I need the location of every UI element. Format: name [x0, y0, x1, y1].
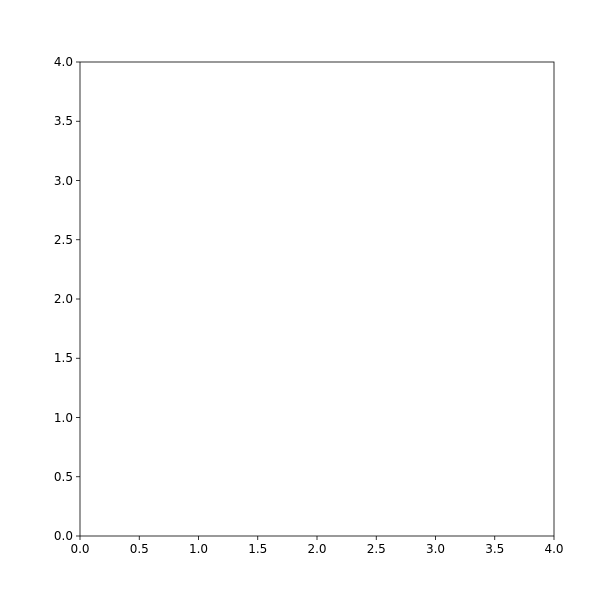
x-tick-label: 1.5 — [248, 542, 267, 556]
y-tick-label: 2.0 — [54, 292, 73, 306]
y-tick-label: 3.5 — [54, 114, 73, 128]
y-tick-label: 3.0 — [54, 174, 73, 188]
y-tick-label: 1.0 — [54, 411, 73, 425]
x-tick-label: 0.0 — [70, 542, 89, 556]
y-tick-label: 2.5 — [54, 233, 73, 247]
x-tick-label: 2.5 — [367, 542, 386, 556]
y-tick-label: 1.5 — [54, 351, 73, 365]
y-tick-label: 0.0 — [54, 529, 73, 543]
x-tick-label: 4.0 — [544, 542, 563, 556]
plot-svg: 0.10.51.01.02.04.08.016.0 — [0, 0, 600, 600]
plot-figure: 0.10.51.01.02.04.08.016.0 0.00.51.01.52.… — [0, 0, 600, 600]
x-tick-label: 1.0 — [189, 542, 208, 556]
y-tick-label: 0.5 — [54, 470, 73, 484]
x-tick-label: 3.0 — [426, 542, 445, 556]
x-tick-label: 0.5 — [130, 542, 149, 556]
y-tick-label: 4.0 — [54, 55, 73, 69]
x-tick-label: 2.0 — [307, 542, 326, 556]
x-tick-label: 3.5 — [485, 542, 504, 556]
